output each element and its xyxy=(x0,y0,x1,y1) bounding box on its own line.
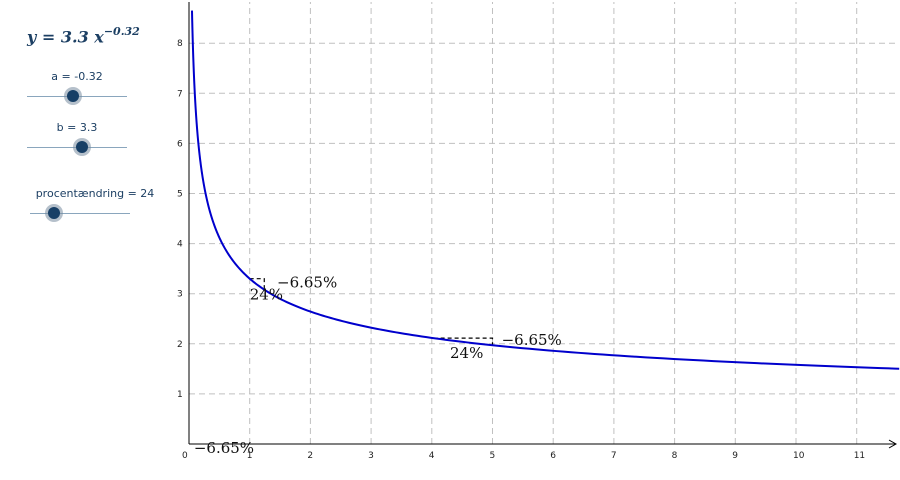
slider-percent-change-handle[interactable] xyxy=(45,204,63,222)
x-tick-label: 2 xyxy=(307,451,313,461)
x-tick-label: 6 xyxy=(550,451,556,461)
y-tick-label: 8 xyxy=(177,39,183,49)
annotations: 24%−6.65%24%−6.65%−6.65% xyxy=(194,274,562,457)
slider-a-handle[interactable] xyxy=(64,87,82,105)
y-tick-label: 4 xyxy=(177,240,183,250)
formula-label[interactable]: y = 3.3 x−0.32 xyxy=(27,25,140,47)
annotation-label: −6.65% xyxy=(194,439,254,457)
slider-percent-change-label: procentændring = 24 xyxy=(35,187,155,200)
y-tick-label: 3 xyxy=(177,290,183,300)
formula-equals: = xyxy=(41,27,56,47)
x-tick-label: 1 xyxy=(247,451,253,461)
x-tick-label: 0 xyxy=(182,451,188,461)
slider-b-label: b = 3.3 xyxy=(56,121,98,134)
formula-lhs: y xyxy=(27,27,37,47)
x-tick-label: 4 xyxy=(429,451,435,461)
axes xyxy=(188,2,898,449)
slider-a-label: a = -0.32 xyxy=(51,70,103,83)
x-tick-label: 8 xyxy=(672,451,678,461)
y-tick-label: 7 xyxy=(177,89,183,99)
x-tick-label: 7 xyxy=(611,451,617,461)
slope-triangle xyxy=(433,337,494,346)
y-tick-label: 2 xyxy=(177,340,183,350)
y-tick-label: 5 xyxy=(177,190,183,200)
function-curve[interactable] xyxy=(190,10,900,370)
x-tick-label: 9 xyxy=(732,451,738,461)
annotation-label: −6.65% xyxy=(502,331,562,349)
slider-percent-change-track[interactable] xyxy=(30,213,130,214)
x-tick-label: 3 xyxy=(368,451,374,461)
x-tick-label: 10 xyxy=(793,451,805,461)
annotation-label: 24% xyxy=(250,286,283,304)
annotation-label: −6.65% xyxy=(277,274,337,292)
annotation-label: 24% xyxy=(450,344,483,362)
slider-b-handle[interactable] xyxy=(73,138,91,156)
x-tick-label: 5 xyxy=(490,451,496,461)
y-tick-labels: 1 2 3 4 5 6 7 8 xyxy=(177,39,183,400)
y-tick-label: 6 xyxy=(177,139,183,149)
formula-exponent: −0.32 xyxy=(103,25,140,38)
formula-variable: x xyxy=(94,27,104,47)
formula-coefficient: 3.3 xyxy=(60,27,89,47)
x-axis-arrow-icon xyxy=(888,439,898,449)
y-tick-label: 1 xyxy=(177,390,183,400)
grid-lines xyxy=(189,2,896,444)
x-tick-labels: 0 1 2 3 4 5 6 7 8 9 10 11 xyxy=(182,451,865,461)
x-tick-label: 11 xyxy=(854,451,865,461)
slope-triangles xyxy=(249,278,494,346)
slope-triangle xyxy=(249,278,265,290)
